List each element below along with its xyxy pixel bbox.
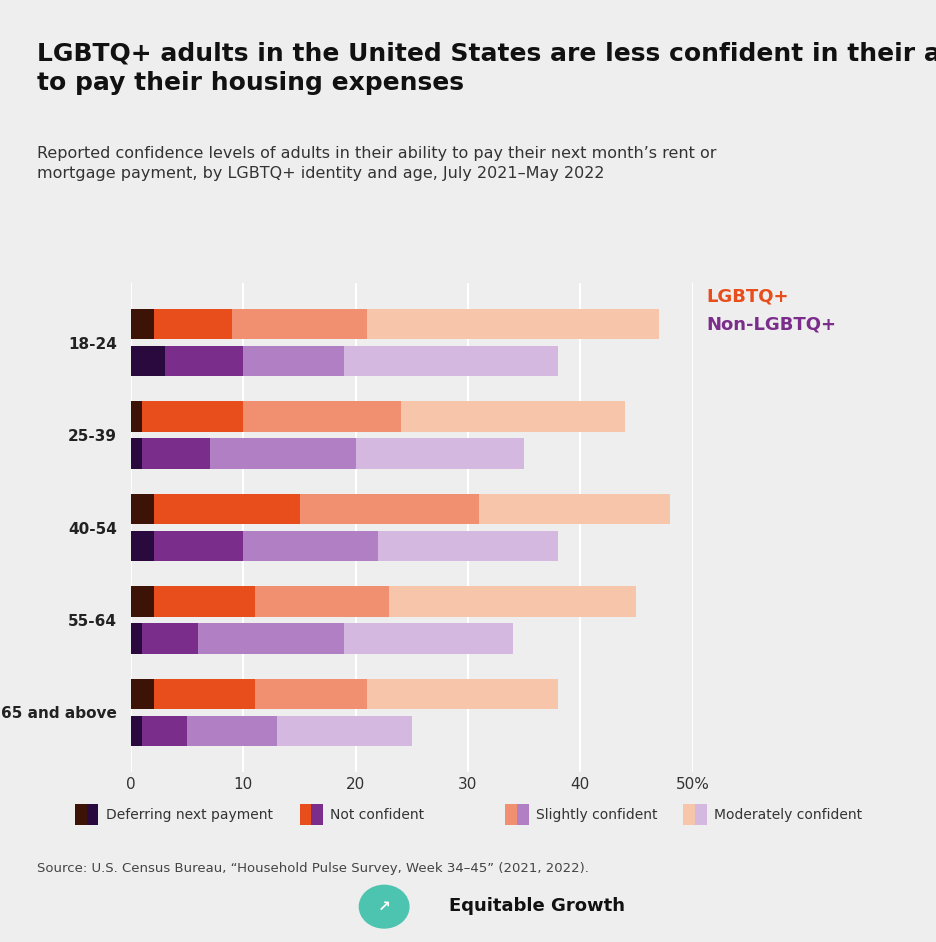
Bar <box>401 401 625 431</box>
Bar <box>300 494 479 525</box>
Bar <box>131 401 142 431</box>
Text: Not confident: Not confident <box>330 808 425 821</box>
Bar <box>142 401 243 431</box>
Bar <box>131 678 154 709</box>
Bar <box>344 624 513 654</box>
Bar <box>367 309 659 339</box>
Bar <box>165 346 243 377</box>
Ellipse shape <box>358 885 410 929</box>
Bar <box>131 586 154 617</box>
Bar <box>131 438 142 469</box>
Text: ↗: ↗ <box>378 900 390 914</box>
Bar <box>154 586 255 617</box>
Bar <box>131 309 154 339</box>
Bar <box>142 716 187 746</box>
Bar <box>131 494 154 525</box>
Text: Source: U.S. Census Bureau, “Household Pulse Survey, Week 34–45” (2021, 2022).: Source: U.S. Census Bureau, “Household P… <box>37 862 590 875</box>
Text: Slightly confident: Slightly confident <box>536 808 658 821</box>
Bar <box>131 346 165 377</box>
Bar <box>243 530 378 561</box>
Text: Non-LGBTQ+: Non-LGBTQ+ <box>707 316 837 334</box>
Bar <box>131 530 154 561</box>
Bar <box>356 438 524 469</box>
Bar <box>154 309 232 339</box>
Text: Deferring next payment: Deferring next payment <box>106 808 272 821</box>
Text: Reported confidence levels of adults in their ability to pay their next month’s : Reported confidence levels of adults in … <box>37 146 717 181</box>
Bar <box>154 530 243 561</box>
Bar <box>187 716 277 746</box>
Bar <box>131 624 142 654</box>
Bar <box>243 346 344 377</box>
Bar <box>255 586 389 617</box>
Bar <box>479 494 670 525</box>
Text: LGBTQ+: LGBTQ+ <box>707 287 789 306</box>
Bar <box>154 494 300 525</box>
Bar <box>142 624 198 654</box>
Bar <box>255 678 367 709</box>
Text: Equitable Growth: Equitable Growth <box>449 897 625 916</box>
Bar <box>378 530 558 561</box>
Bar <box>210 438 356 469</box>
Bar <box>277 716 412 746</box>
Bar <box>232 309 367 339</box>
Bar <box>243 401 401 431</box>
Bar <box>344 346 558 377</box>
Text: LGBTQ+ adults in the United States are less confident in their ability
to pay th: LGBTQ+ adults in the United States are l… <box>37 42 936 95</box>
Bar <box>142 438 210 469</box>
Text: Moderately confident: Moderately confident <box>714 808 862 821</box>
Bar <box>389 586 636 617</box>
Bar <box>198 624 344 654</box>
Bar <box>131 716 142 746</box>
Bar <box>367 678 558 709</box>
Bar <box>154 678 255 709</box>
